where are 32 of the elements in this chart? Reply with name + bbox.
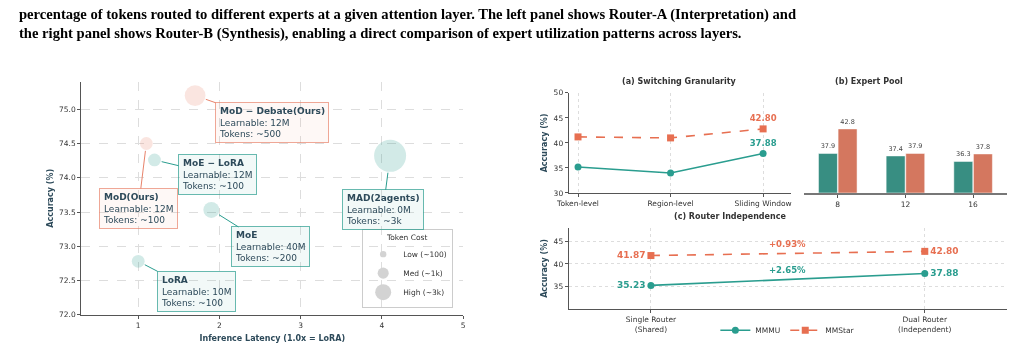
chart-title: (c) Router Independence — [674, 212, 787, 221]
point — [647, 281, 655, 289]
point — [759, 150, 767, 158]
y-axis-title: Accuracy (%) — [540, 113, 550, 173]
point — [667, 169, 675, 177]
point — [667, 134, 675, 142]
point — [921, 269, 929, 277]
data-label: 37.88 — [930, 267, 959, 278]
text: percentage of tokens routed to different experts at a given attention layer. The left panel shows Router-A (Interpretation) and the right panel shows Router-B (Synthesis), enabling a direct comparison of expert utilization patterns across layers. — [19, 6, 797, 42]
annotation: LoRA Learnable: 10M Tokens: ~100 — [161, 275, 232, 309]
data-label: 35.23 — [617, 279, 646, 290]
annotation: MoE − LoRA Learnable: 12M Tokens: ~100 — [182, 158, 253, 192]
point — [759, 125, 767, 133]
annotation: MoE Learnable: 40M Tokens: ~200 — [235, 230, 306, 264]
data-label: 41.87 — [617, 249, 646, 260]
annotation: MoD(Ours) Learnable: 12M Tokens: ~100 — [103, 192, 174, 226]
point — [574, 133, 582, 141]
data-label: 42.80 — [930, 245, 959, 256]
chart-title: (a) Switching Granularity — [622, 77, 737, 86]
point — [574, 163, 582, 171]
point — [647, 252, 655, 260]
data-label: 42.80 — [749, 113, 777, 124]
x-axis-title: Inference Latency (1.0x = LoRA) — [199, 333, 346, 343]
annotation: MAD(2agents) Learnable: 0M Tokens: ~3k — [346, 193, 420, 227]
annotation: +0.93% — [769, 239, 807, 249]
y-axis-title: Accuracy (%) — [540, 239, 550, 298]
chart-title: (b) Expert Pool — [835, 77, 904, 86]
y-axis-title: Accuracy (%) — [45, 168, 55, 228]
annotation: MoD − Debate(Ours) Learnable: 12M Tokens: ~500 — [219, 106, 325, 140]
point — [921, 247, 929, 255]
data-label: 37.88 — [749, 138, 777, 149]
annotation: +2.65% — [769, 265, 807, 275]
